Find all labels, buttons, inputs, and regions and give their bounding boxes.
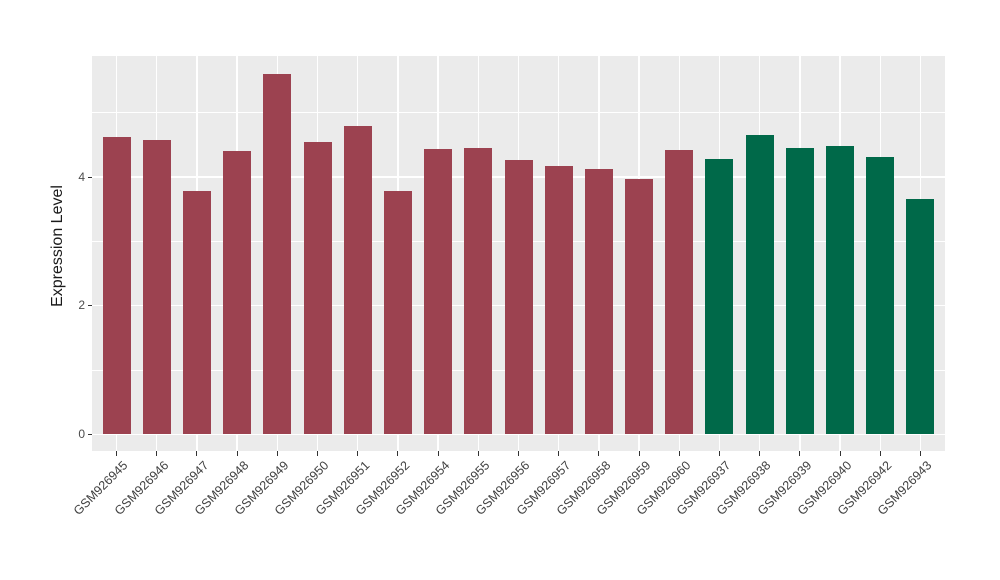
y-tick xyxy=(87,433,92,435)
x-tick xyxy=(558,451,560,456)
x-tick xyxy=(477,451,479,456)
y-tick xyxy=(87,305,92,307)
bar xyxy=(745,135,774,435)
bar xyxy=(866,157,895,435)
x-tick xyxy=(156,451,158,456)
bar xyxy=(544,165,573,435)
x-tick xyxy=(518,451,519,456)
bar xyxy=(303,142,332,435)
x-tick xyxy=(276,451,278,456)
bar xyxy=(625,179,654,435)
bar xyxy=(142,140,171,435)
bar xyxy=(263,74,292,435)
y-tick xyxy=(87,176,92,178)
bar xyxy=(906,198,935,435)
x-tick xyxy=(799,451,801,456)
x-tick xyxy=(598,451,600,456)
x-tick xyxy=(678,451,680,456)
x-tick xyxy=(236,451,238,456)
bar xyxy=(182,191,211,435)
bar xyxy=(223,150,252,435)
gridline-major-h xyxy=(92,433,945,435)
x-tick xyxy=(759,451,761,456)
x-tick xyxy=(879,451,881,456)
x-tick xyxy=(839,451,841,456)
x-tick xyxy=(397,451,399,456)
plot-panel xyxy=(92,56,945,451)
x-tick xyxy=(919,451,921,456)
bar xyxy=(705,159,734,435)
bar xyxy=(102,137,131,435)
y-tick-label: 4 xyxy=(78,169,85,184)
bar xyxy=(343,125,372,435)
x-tick xyxy=(317,451,319,456)
bar xyxy=(584,168,613,435)
bar xyxy=(785,148,814,435)
y-tick-label: 2 xyxy=(78,298,85,313)
x-tick xyxy=(638,451,640,456)
bar xyxy=(383,190,412,435)
bar xyxy=(424,149,453,435)
x-tick xyxy=(437,451,439,456)
bar xyxy=(665,150,694,435)
x-tick xyxy=(196,451,198,456)
bar xyxy=(826,145,855,435)
x-tick xyxy=(357,451,359,456)
gridline-minor-h xyxy=(92,112,945,114)
x-tick xyxy=(718,451,720,456)
y-axis-title: Expression Level xyxy=(49,185,66,307)
bar xyxy=(504,159,533,435)
y-tick-label: 0 xyxy=(78,426,85,441)
x-tick xyxy=(116,451,118,456)
bar xyxy=(464,148,493,435)
